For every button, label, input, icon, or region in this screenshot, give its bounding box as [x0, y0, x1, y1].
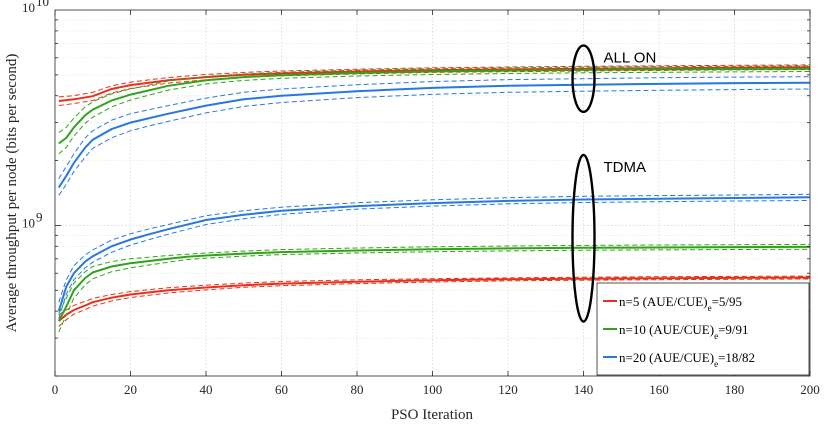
series-n-20-aue-cue-e-18-82	[57, 76, 811, 196]
series-layer	[57, 64, 811, 333]
series-mean-line	[58, 67, 811, 145]
x-tick-label: 0	[52, 382, 59, 397]
series-mean-line	[58, 276, 811, 322]
legend-entry-label: n=10 (AUE/CUE)e=9/91	[619, 322, 749, 341]
series-lower-bound	[58, 248, 811, 333]
series-n-10-aue-cue-e-9-91	[58, 65, 811, 155]
series-mean-line	[57, 245, 811, 322]
y-tick-exponent: 9	[36, 209, 43, 224]
legend-entry-label: n=20 (AUE/CUE)e=18/82	[619, 350, 755, 369]
legend: n=5 (AUE/CUE)e=5/95 n=10 (AUE/CUE)e=9/91 n…	[596, 282, 810, 376]
legend-entry-label: n=5 (AUE/CUE)e=5/95	[619, 294, 742, 313]
annotation-ellipse	[571, 153, 596, 323]
x-axis-label: PSO Iteration	[391, 407, 474, 423]
series-n-5-aue-cue-e-5-95	[58, 64, 811, 107]
series-upper-bound	[58, 243, 811, 314]
series-upper-bound	[58, 193, 811, 303]
x-tick-label: 160	[649, 382, 669, 397]
series-mean-line	[58, 66, 811, 102]
series-lower-bound	[58, 71, 811, 155]
series-n-10-tdma	[57, 243, 811, 333]
annotation-label: ALL ON	[604, 50, 657, 67]
series-lower-bound	[58, 278, 811, 327]
x-tick-label: 200	[800, 382, 820, 397]
annotation-ellipse	[571, 44, 596, 114]
series-n-20-tdma	[57, 193, 811, 319]
series-lower-bound	[58, 69, 811, 107]
y-tick-exponent: 10	[36, 0, 49, 9]
annotation-label: TDMA	[604, 159, 647, 176]
x-tick-label: 140	[574, 382, 594, 397]
series-upper-bound	[58, 65, 811, 133]
x-tick-label: 120	[498, 382, 518, 397]
series-upper-bound	[58, 275, 811, 316]
x-tick-label: 40	[200, 382, 213, 397]
x-tick-label: 60	[275, 382, 288, 397]
y-tick-label: 10	[22, 215, 35, 230]
x-tick-label: 100	[423, 382, 443, 397]
y-tick-label: 10	[22, 0, 35, 15]
series-mean-line	[57, 81, 811, 189]
x-tick-label: 180	[725, 382, 745, 397]
annotation-ellipses	[571, 44, 596, 323]
series-mean-line	[57, 196, 811, 312]
series-upper-bound	[58, 76, 811, 179]
x-tick-label: 80	[351, 382, 364, 397]
series-lower-bound	[58, 88, 811, 196]
series-lower-bound	[58, 200, 811, 319]
y-axis-label: Average throughput per node (bits per se…	[4, 54, 20, 333]
x-tick-label: 20	[124, 382, 137, 397]
legend-box	[596, 282, 810, 376]
series-n-5-tdma	[58, 275, 811, 327]
annotation-labels: ALL ON TDMA	[604, 50, 657, 176]
series-upper-bound	[58, 64, 811, 98]
